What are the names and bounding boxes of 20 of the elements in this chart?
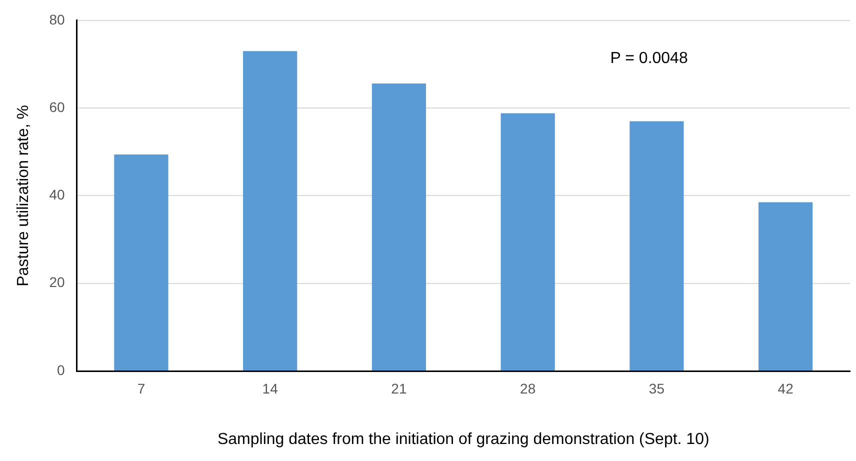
x-tick-label: 42 [778,380,794,396]
bar [500,113,555,370]
bar [243,51,298,370]
y-tick-label: 20 [49,274,65,290]
y-tick-label: 80 [49,11,65,28]
bar [758,202,813,370]
x-tick-label: 21 [391,380,407,396]
bar [114,154,168,370]
x-axis-title: Sampling dates from the initiation of grazing demonstration (Sept. 10) [217,430,710,448]
x-tick-label: 7 [137,380,146,396]
annotation: P = 0.0048 [610,50,688,67]
x-tick-label: 28 [520,380,536,396]
y-tick-label: 60 [49,98,65,115]
x-tick-label: 35 [648,380,665,396]
y-tick-label: 40 [49,186,65,203]
bar [630,121,684,370]
x-tick-label: 14 [262,380,278,396]
bar [372,84,426,370]
y-tick-label: 0 [56,362,65,378]
y-axis-title: Pasture utilization rate, % [15,104,32,286]
